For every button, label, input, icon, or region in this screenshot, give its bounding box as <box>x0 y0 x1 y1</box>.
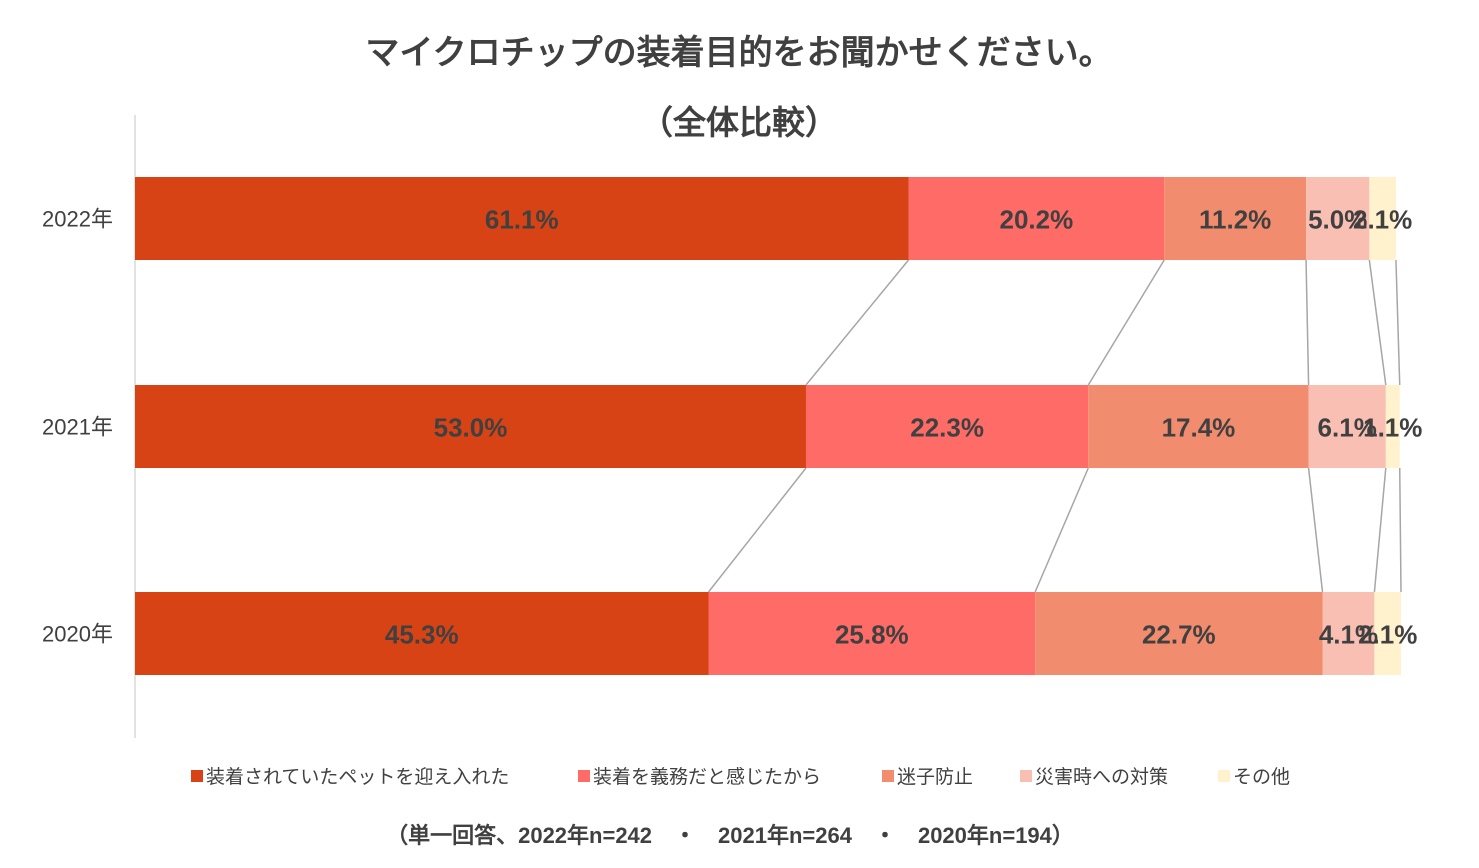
data-label: 4.1% <box>1319 620 1378 650</box>
legend-label: 装着されていたペットを迎え入れた <box>206 766 509 788</box>
data-label: 53.0% <box>434 413 508 443</box>
legend-swatch <box>191 770 203 782</box>
series-line-4 <box>1368 259 1387 386</box>
category-label: 2020年 <box>42 622 113 647</box>
bar-segment <box>805 385 1089 468</box>
legend-swatch <box>882 770 894 782</box>
legend-label: 装着を義務だと感じたから <box>593 766 821 788</box>
data-label: 5.0% <box>1308 205 1367 235</box>
series-line-5 <box>1395 259 1401 386</box>
bar-segment <box>708 592 1036 675</box>
legend-swatch <box>1218 770 1230 782</box>
category-label: 2021年 <box>42 415 113 440</box>
data-label: 22.7% <box>1142 620 1216 650</box>
bar-segment <box>1164 177 1307 260</box>
legend-swatch <box>578 770 590 782</box>
bar-segment <box>1322 592 1375 675</box>
data-label: 11.2% <box>1199 205 1271 235</box>
bar-segment <box>1374 592 1401 675</box>
data-label: 61.1% <box>485 205 559 235</box>
series-line-2 <box>1034 467 1089 593</box>
bar-segment <box>908 177 1165 260</box>
data-label: 17.4% <box>1162 413 1236 443</box>
bars <box>135 177 1401 675</box>
chart-title: マイクロチップの装着目的をお聞かせください。 <box>365 33 1112 73</box>
value-labels: 61.1% 20.2% 11.2% 5.0%2.1%53.0% 22.3% 17.4% 6.… <box>385 205 1423 650</box>
series-line-5 <box>1398 467 1402 593</box>
series-line-3 <box>1305 259 1310 386</box>
legend-label: 災害時への対策 <box>1035 766 1168 788</box>
legend-label: その他 <box>1233 766 1290 788</box>
data-label: 25.8% <box>835 620 909 650</box>
bar-segment <box>135 177 909 260</box>
series-line-3 <box>1307 467 1324 593</box>
bar-segment <box>1385 385 1400 468</box>
series-line-4 <box>1373 467 1387 593</box>
series-lines <box>707 259 1402 593</box>
bar-segment <box>1369 177 1396 260</box>
data-label: 6.1% <box>1318 413 1377 443</box>
category-label: 2022年 <box>42 207 113 232</box>
data-label: 2.1% <box>1358 620 1417 650</box>
category-labels: 2022年 2021年 2020年 <box>42 207 113 647</box>
legend-label: 迷子防止 <box>897 766 973 788</box>
series-line-1 <box>805 259 910 386</box>
legend-swatch <box>1020 770 1032 782</box>
bar-segment <box>135 385 806 468</box>
bar-segment <box>1306 177 1370 260</box>
legend: 装着されていたペットを迎え入れた 装着を義務だと感じたから 迷子防止 災害時への対策 そ… <box>191 766 1290 788</box>
bar-segment <box>1088 385 1309 468</box>
series-line-2 <box>1087 259 1165 386</box>
bar-segment <box>1308 385 1386 468</box>
series-line-1 <box>707 467 807 593</box>
bar-segment <box>1035 592 1323 675</box>
data-label: 22.3% <box>910 413 984 443</box>
data-label: 1.1% <box>1363 413 1422 443</box>
chart-subtitle: （全体比較） <box>640 103 838 142</box>
sample-size-note: （単一回答、2022年n=242 ・ 2021年n=264 ・ 2020年n=1… <box>386 823 1074 848</box>
bar-segment <box>135 592 709 675</box>
data-label: 2.1% <box>1353 205 1412 235</box>
data-label: 45.3% <box>385 620 459 650</box>
data-label: 20.2% <box>1000 205 1074 235</box>
